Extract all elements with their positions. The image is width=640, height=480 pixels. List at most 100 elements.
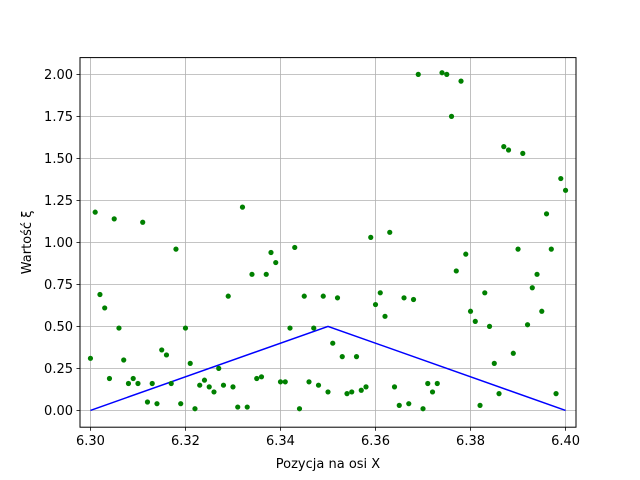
y-tick-label: 1.50 <box>44 152 73 167</box>
scatter-point <box>239 204 246 210</box>
scatter-point <box>524 322 531 328</box>
scatter-point <box>562 187 569 193</box>
scatter-point <box>453 268 459 274</box>
y-tick-label: 1.75 <box>44 110 73 125</box>
scatter-point <box>434 380 440 387</box>
scatter-point <box>472 318 478 324</box>
x-tick-label: 6.38 <box>456 434 485 449</box>
scatter-point <box>396 402 402 408</box>
scatter-point <box>467 308 474 314</box>
scatter-point <box>349 389 355 395</box>
scatter-point <box>372 301 379 308</box>
scatter-point <box>420 406 426 412</box>
scatter-point <box>140 219 146 225</box>
scatter-point <box>149 380 155 387</box>
scatter-point <box>116 325 122 331</box>
scatter-point <box>296 406 303 412</box>
scatter-point <box>306 379 312 385</box>
scatter-point <box>268 249 274 256</box>
scatter-point <box>363 384 369 390</box>
x-tick-label: 6.40 <box>551 434 580 449</box>
scatter-point <box>401 295 407 301</box>
scatter-point <box>206 384 212 390</box>
scatter-point <box>377 290 383 296</box>
scatter-point <box>444 71 450 77</box>
scatter-point <box>273 259 279 266</box>
y-tick-label: 1.25 <box>44 194 73 209</box>
scatter-point <box>235 404 241 410</box>
scatter-point <box>325 389 331 395</box>
scatter-point <box>463 251 469 257</box>
y-tick-label: 1.00 <box>44 236 73 251</box>
scatter-point <box>358 387 364 393</box>
scatter-point <box>486 323 493 329</box>
scatter-point <box>168 380 174 387</box>
scatter-point <box>534 271 540 277</box>
scatter-point <box>334 295 341 301</box>
scatter-point <box>287 325 293 331</box>
scatter-point <box>178 401 184 407</box>
scatter-point <box>482 290 488 296</box>
scatter-point <box>277 379 284 385</box>
scatter-point <box>225 293 231 299</box>
scatter-point <box>387 229 393 235</box>
y-tick-label: 0.50 <box>44 320 73 335</box>
scatter-point <box>144 399 151 405</box>
scatter-point <box>173 246 179 252</box>
scatter-point <box>330 340 336 346</box>
scatter-point <box>106 375 113 382</box>
scatter-point <box>182 325 189 331</box>
scatter-point <box>439 70 445 76</box>
x-tick-label: 6.32 <box>171 434 200 449</box>
scatter-point <box>425 380 431 387</box>
scatter-point <box>301 293 307 299</box>
y-tick-label: 0.25 <box>44 362 73 377</box>
scatter-point <box>125 380 132 387</box>
scatter-point <box>558 175 564 182</box>
scatter-point <box>339 354 345 360</box>
scatter-point <box>258 374 265 380</box>
y-tick-label: 0.75 <box>44 278 73 293</box>
scatter-point <box>282 379 288 385</box>
scatter-point <box>539 308 545 314</box>
scatter-point <box>249 271 255 277</box>
scatter-point <box>410 296 417 303</box>
y-axis: 0.00 0.25 0.50 0.75 1.00 1.25 1.50 1.75 2.00 <box>44 68 80 419</box>
scatter-point <box>458 78 464 84</box>
scatter-point <box>353 354 360 360</box>
scatter-point <box>92 209 98 215</box>
scatter-point <box>406 401 412 407</box>
scatter-point <box>491 360 497 366</box>
scatter-point <box>448 113 455 119</box>
scatter-point <box>315 382 322 388</box>
scatter-point <box>429 389 436 395</box>
scatter-point <box>254 375 260 382</box>
scatter-point <box>87 355 94 361</box>
scatter-point <box>505 147 512 153</box>
x-axis: 6.30 6.32 6.34 6.36 6.38 6.40 <box>76 427 580 449</box>
scatter-point <box>201 377 208 383</box>
x-axis-label: Pozycja na osi X <box>276 457 381 472</box>
scatter-point <box>477 402 483 408</box>
scatter-point <box>163 352 170 358</box>
scatter-point <box>216 365 222 371</box>
scatter-point <box>311 325 317 331</box>
scatter-point <box>344 391 350 397</box>
scatter-point <box>192 406 198 412</box>
scatter-point <box>154 401 160 407</box>
scatter-point <box>510 350 516 356</box>
scatter-point <box>220 382 227 388</box>
scatter-point <box>529 285 535 291</box>
scatter-point <box>187 360 193 366</box>
scatter-point <box>515 246 521 252</box>
scatter-point <box>496 391 502 397</box>
scatter-point <box>391 384 398 390</box>
scatter-point <box>368 234 374 240</box>
scatter-point <box>415 71 421 77</box>
scatter-point <box>121 357 127 363</box>
scatter-point <box>263 271 269 277</box>
y-tick-label: 0.00 <box>44 404 73 419</box>
scatter-point <box>230 384 236 390</box>
